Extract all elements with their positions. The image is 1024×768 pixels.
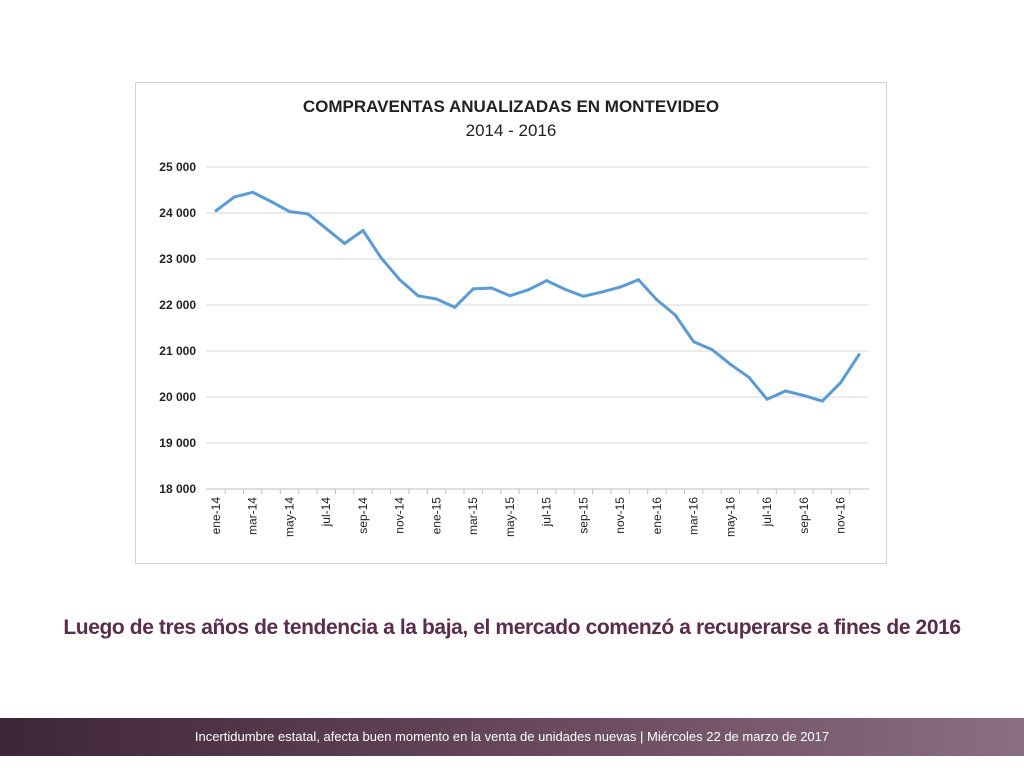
data-point <box>637 278 641 282</box>
y-axis-ticks: 18 000 19 000 20 000 21 000 22 000 23 000 24 0… <box>159 160 196 496</box>
chart-caption: Luego de tres años de tendencia a la baj… <box>63 616 961 639</box>
x-tick-label: nov-14 <box>393 497 407 534</box>
y-tick-label: 20 000 <box>159 390 196 404</box>
x-tick-label: ene-15 <box>429 497 443 535</box>
chart-title: COMPRAVENTAS ANUALIZADAS EN MONTEVIDEO <box>302 97 720 116</box>
data-point <box>600 290 604 294</box>
data-point <box>857 353 861 357</box>
x-tick-label: jul-15 <box>540 497 554 528</box>
data-point <box>839 381 843 385</box>
data-point <box>453 305 457 309</box>
footer-text: Incertidumbre estatal, afecta buen momen… <box>194 729 830 744</box>
x-tick-label: mar-14 <box>246 497 260 535</box>
chart-container: COMPRAVENTAS ANUALIZADAS EN MONTEVIDEO 2… <box>135 82 887 564</box>
y-tick-label: 18 000 <box>159 482 196 496</box>
data-point <box>214 209 218 213</box>
data-point <box>655 298 659 302</box>
data-point <box>673 313 677 317</box>
data-point <box>765 397 769 401</box>
data-point <box>398 278 402 282</box>
series-layer <box>214 190 861 403</box>
data-point <box>324 227 328 231</box>
data-point <box>802 394 806 398</box>
data-point <box>747 375 751 379</box>
data-point <box>508 294 512 298</box>
x-tick-label: nov-15 <box>613 497 627 534</box>
x-tick-label: ene-16 <box>650 497 664 535</box>
data-point <box>545 279 549 283</box>
x-tick-label: sep-14 <box>356 497 370 534</box>
x-tick-label: nov-16 <box>834 497 848 534</box>
x-tick-label: jul-14 <box>319 497 333 528</box>
data-point <box>581 294 585 298</box>
data-point <box>563 287 567 291</box>
data-point <box>434 297 438 301</box>
data-point <box>287 210 291 214</box>
data-point <box>379 256 383 260</box>
data-point <box>820 399 824 403</box>
data-point <box>232 195 236 199</box>
x-tick-label: may-14 <box>282 497 296 537</box>
y-tick-label: 19 000 <box>159 436 196 450</box>
gridlines <box>206 166 869 490</box>
data-point <box>710 348 714 352</box>
x-tick-label: sep-15 <box>576 497 590 534</box>
line-chart: 18 000 19 000 20 000 21 000 22 000 23 000 24 0… <box>159 160 869 537</box>
y-tick-label: 25 000 <box>159 160 196 174</box>
y-tick-label: 22 000 <box>159 298 196 312</box>
y-tick-label: 21 000 <box>159 344 196 358</box>
footer-bar: Incertidumbre estatal, afecta buen momen… <box>0 718 1024 756</box>
y-tick-label: 23 000 <box>159 252 196 266</box>
x-tick-label: ene-14 <box>209 497 223 535</box>
x-tick-label: sep-16 <box>797 497 811 534</box>
data-point <box>251 190 255 194</box>
x-tick-label: may-15 <box>503 497 517 537</box>
x-tick-label: may-16 <box>723 497 737 537</box>
x-tick-label: mar-16 <box>687 497 701 535</box>
data-point <box>728 362 732 366</box>
data-point <box>343 241 347 245</box>
data-point <box>269 200 273 203</box>
data-point <box>471 287 475 291</box>
data-point <box>306 212 310 216</box>
x-tick-label: jul-16 <box>760 497 774 528</box>
series-line <box>215 190 861 403</box>
data-point <box>618 285 622 289</box>
data-point <box>361 228 365 232</box>
x-tick-label: mar-15 <box>466 497 480 535</box>
y-tick-label: 24 000 <box>159 206 196 220</box>
data-point <box>416 294 420 298</box>
x-axis-ticks: ene-14 mar-14 may-14 jul-14 sep-14 nov-14 ene-… <box>209 489 851 537</box>
data-point <box>692 340 696 344</box>
data-point <box>784 389 788 393</box>
data-point <box>490 286 494 290</box>
data-point <box>526 288 530 292</box>
chart-subtitle: 2014 - 2016 <box>465 121 557 140</box>
